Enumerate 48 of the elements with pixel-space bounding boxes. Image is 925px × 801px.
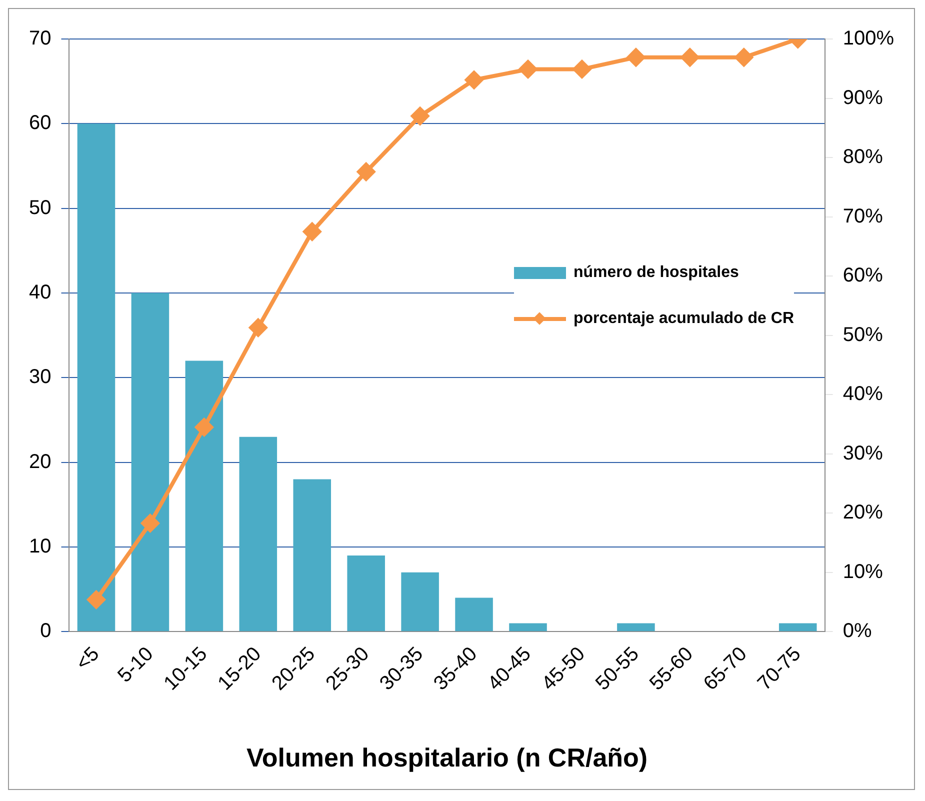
bar — [185, 360, 224, 632]
bar — [617, 623, 655, 632]
x-axis-title: Volumen hospitalario (n CR/año) — [246, 742, 648, 773]
point — [195, 418, 214, 436]
y2-tick-label: 70% — [842, 205, 884, 228]
point — [465, 70, 484, 89]
bar — [77, 124, 116, 632]
y2-tick-label: 20% — [842, 502, 884, 524]
y-tick-label: 40 — [28, 282, 52, 304]
point — [734, 48, 753, 66]
y-tick-label: 50 — [28, 196, 52, 219]
point — [626, 48, 645, 66]
point — [572, 60, 591, 78]
bar — [293, 479, 332, 632]
x-tick-label: <5 — [72, 643, 104, 675]
legend-label: porcentaje acumulado de CR — [574, 310, 794, 328]
y-tick-label: 0 — [40, 620, 52, 642]
y2-tick-label: 50% — [842, 324, 884, 346]
y-tick-label: 30 — [28, 366, 52, 388]
y2-tick-label: 100% — [842, 28, 894, 50]
y-tick-label: 10 — [28, 536, 52, 558]
y2-tick-label: 0% — [842, 620, 872, 642]
bar — [509, 623, 547, 632]
y2-tick-label: 80% — [842, 146, 884, 168]
point — [249, 318, 268, 337]
y2-tick-label: 90% — [842, 86, 884, 109]
bar — [239, 436, 278, 632]
y-tick-label: 70 — [28, 28, 52, 50]
y-tick-label: 60 — [28, 112, 52, 134]
bar — [131, 292, 170, 632]
point — [680, 48, 699, 66]
point — [87, 590, 106, 609]
y2-tick-label: 60% — [842, 264, 884, 287]
point — [141, 514, 160, 532]
y2-tick-label: 10% — [842, 560, 884, 583]
x-tick-label: 5-10 — [114, 643, 158, 687]
bar — [347, 555, 385, 632]
legend-label: número de hospitales — [574, 264, 739, 282]
point — [519, 60, 538, 78]
y2-tick-label: 40% — [842, 383, 884, 406]
y2-tick-label: 30% — [842, 442, 884, 464]
bar — [455, 598, 493, 632]
point — [411, 107, 430, 126]
bar — [401, 572, 439, 632]
point — [303, 222, 322, 241]
bar — [778, 623, 817, 632]
point — [357, 162, 376, 181]
y-tick-label: 20 — [28, 450, 52, 473]
